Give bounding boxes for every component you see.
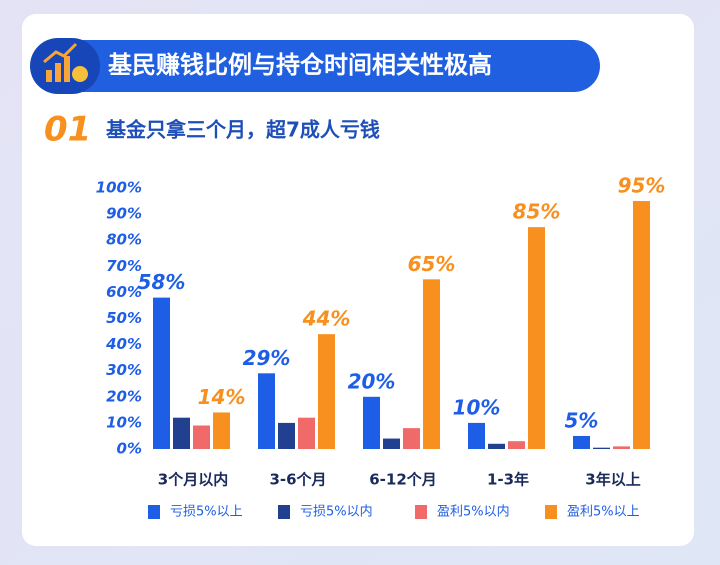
legend-swatch (148, 505, 160, 519)
bar (153, 297, 170, 449)
value-label: 10% (453, 395, 501, 419)
y-tick-label: 80% (106, 231, 142, 249)
bar (403, 428, 420, 449)
watermark: 知乎 @哆啦a萌 (560, 525, 678, 545)
bar (593, 447, 610, 449)
value-label: 85% (513, 200, 561, 224)
icon (43, 42, 88, 82)
legend-swatch (278, 505, 290, 519)
card (22, 14, 694, 546)
value-label: 20% (348, 369, 396, 393)
y-tick-label: 60% (106, 283, 142, 301)
bar (363, 396, 380, 449)
value-label: 58% (138, 270, 186, 294)
x-tick-label: 1-3年 (487, 471, 529, 489)
value-label: 65% (408, 252, 456, 276)
bar (488, 443, 505, 449)
legend-label: 盈利5%以内 (437, 504, 510, 520)
x-tick-label: 3个月以内 (158, 471, 228, 489)
value-label: 44% (302, 307, 351, 331)
bar (383, 438, 400, 449)
legend-label: 盈利5%以上 (567, 505, 640, 520)
legend-label: 亏损5%以上 (170, 505, 243, 520)
bar (528, 227, 545, 449)
y-tick-label: 90% (106, 205, 142, 223)
x-tick-label: 3-6个月 (269, 471, 326, 489)
section-number: 01 (44, 110, 91, 150)
y-tick-label: 100% (96, 179, 142, 197)
x-tick-label: 6-12个月 (369, 471, 437, 489)
value-label: 5% (565, 408, 599, 432)
y-tick-label: 0% (117, 440, 142, 458)
bar (298, 417, 315, 449)
y-tick-label: 20% (106, 387, 142, 405)
subtitle: 基金只拿三个月，超7成人亏钱 (106, 118, 380, 142)
legend-swatch (415, 505, 427, 519)
bar (468, 422, 485, 449)
y-tick-label: 30% (106, 361, 142, 379)
bar (508, 441, 525, 449)
x-tick-label: 3年以上 (585, 471, 640, 489)
bar (278, 422, 295, 449)
bar (258, 373, 275, 449)
bar (213, 412, 230, 449)
bar (193, 425, 210, 449)
value-label: 14% (198, 385, 246, 409)
bar (173, 417, 190, 449)
legend-swatch (545, 505, 557, 519)
y-tick-label: 10% (106, 413, 142, 431)
value-label: 95% (618, 174, 666, 198)
bar (633, 201, 650, 449)
y-tick-label: 50% (106, 309, 142, 327)
y-tick-label: 40% (105, 335, 142, 353)
y-tick-label: 70% (106, 257, 142, 275)
bar (423, 279, 440, 449)
chart-title: 基民赚钱比例与持仓时间相关性极高 (108, 51, 492, 79)
legend-label: 亏损5%以内 (300, 504, 373, 520)
bar (573, 435, 590, 449)
value-label: 29% (243, 346, 291, 370)
title-banner (38, 40, 600, 92)
bar (318, 334, 335, 449)
bar (613, 446, 630, 449)
